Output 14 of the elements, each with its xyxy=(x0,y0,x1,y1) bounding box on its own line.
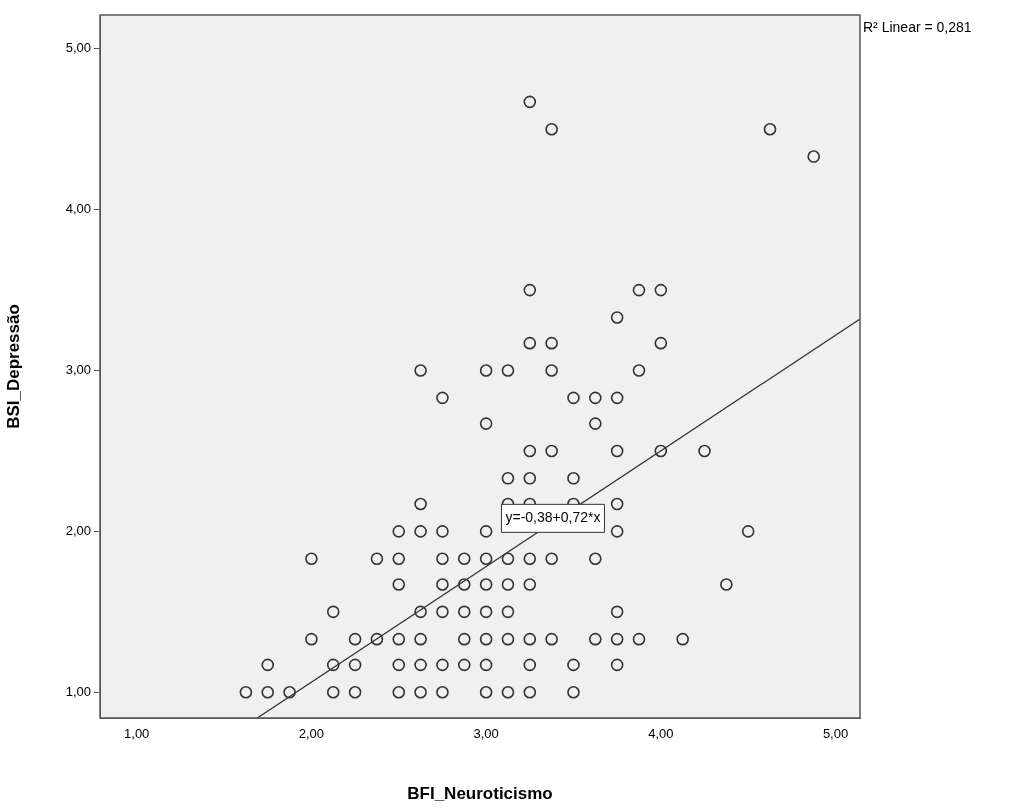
y-tick-label: 5,00 xyxy=(65,40,91,56)
y-tick-label: 4,00 xyxy=(65,201,91,217)
x-tick-label: 5,00 xyxy=(822,726,849,742)
x-tick-label: 2,00 xyxy=(298,726,325,742)
text: R² Linear = 0,281 xyxy=(863,18,972,35)
x-axis-title: BFI_Neuroticismo xyxy=(407,784,553,804)
y-axis-title: BSI_Depressão xyxy=(3,304,23,429)
x-tick-label: 3,00 xyxy=(473,726,499,742)
x-tick-label: 4,00 xyxy=(648,726,674,742)
x-tick-label: 1,00 xyxy=(124,726,150,742)
y-tick-label: 2,00 xyxy=(65,522,91,538)
annotation: y=-0,38+0,72*x xyxy=(505,509,601,526)
y-tick-label: 1,00 xyxy=(65,683,91,699)
y-tick-label: 3,00 xyxy=(65,362,91,378)
